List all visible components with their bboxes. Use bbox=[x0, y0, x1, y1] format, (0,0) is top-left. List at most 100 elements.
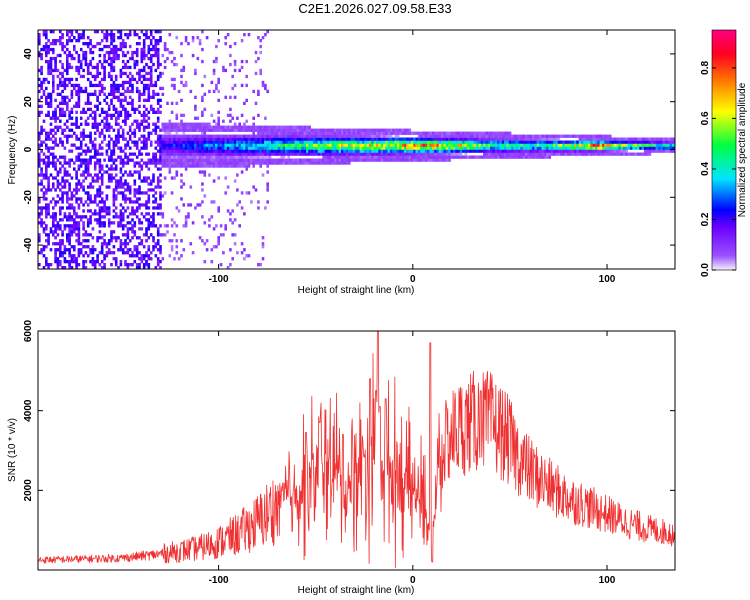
heatmap-cell bbox=[75, 68, 78, 73]
heatmap-cell bbox=[159, 137, 162, 141]
heatmap-cell bbox=[431, 149, 435, 153]
heatmap-cell bbox=[443, 155, 447, 159]
heatmap-cell bbox=[142, 56, 146, 61]
heatmap-cell bbox=[664, 149, 668, 153]
heatmap-cell bbox=[47, 203, 50, 207]
heatmap-cell bbox=[655, 149, 659, 153]
heatmap-cell bbox=[273, 134, 276, 138]
heatmap-cell bbox=[38, 50, 41, 55]
heatmap-cell bbox=[459, 131, 463, 135]
heatmap-cell bbox=[180, 80, 183, 85]
heatmap-cell bbox=[168, 146, 172, 150]
heatmap-cell bbox=[147, 257, 151, 261]
heatmap-cell bbox=[198, 155, 202, 159]
heatmap-cell bbox=[110, 59, 113, 64]
heatmap-cell bbox=[236, 173, 239, 177]
heatmap-cell bbox=[79, 215, 83, 219]
heatmap-cell bbox=[152, 188, 155, 192]
heatmap-cell bbox=[618, 152, 621, 156]
heatmap-cell bbox=[513, 134, 516, 138]
heatmap-cell bbox=[581, 134, 584, 138]
heatmap-cell bbox=[364, 140, 367, 144]
heatmap-cell bbox=[417, 152, 421, 156]
heatmap-cell bbox=[217, 125, 220, 129]
heatmap-cell bbox=[408, 149, 412, 153]
heatmap-cell bbox=[261, 140, 265, 144]
heatmap-cell bbox=[343, 128, 346, 132]
heatmap-cell bbox=[259, 50, 262, 55]
heatmap-cell bbox=[599, 134, 603, 138]
heatmap-cell bbox=[133, 260, 137, 264]
heatmap-cell bbox=[128, 95, 132, 99]
heatmap-cell bbox=[252, 143, 255, 147]
heatmap-cell bbox=[348, 146, 351, 150]
heatmap-cell bbox=[548, 155, 551, 159]
heatmap-cell bbox=[250, 200, 253, 204]
heatmap-cell bbox=[343, 146, 346, 150]
heatmap-cell bbox=[478, 131, 482, 135]
heatmap-cell bbox=[450, 143, 454, 147]
heatmap-cell bbox=[399, 143, 402, 147]
heatmap-cell bbox=[59, 119, 62, 123]
heatmap-cell bbox=[42, 185, 46, 189]
heatmap-cell bbox=[159, 146, 162, 150]
heatmap-cell bbox=[471, 146, 475, 150]
heatmap-cell bbox=[380, 140, 384, 144]
heatmap-cell bbox=[105, 152, 109, 156]
heatmap-cell bbox=[161, 149, 165, 153]
heatmap-cell bbox=[79, 197, 83, 201]
heatmap-cell bbox=[236, 125, 239, 129]
heatmap-cell bbox=[96, 203, 99, 207]
heatmap-cell bbox=[457, 131, 461, 135]
heatmap-cell bbox=[38, 236, 41, 240]
heatmap-cell bbox=[348, 137, 351, 141]
heatmap-cell bbox=[75, 65, 78, 70]
heatmap-cell bbox=[124, 62, 127, 67]
heatmap-cell bbox=[173, 83, 176, 88]
heatmap-cell bbox=[210, 260, 214, 264]
heatmap-cell bbox=[194, 137, 197, 141]
heatmap-cell bbox=[315, 137, 318, 141]
heatmap-cell bbox=[168, 140, 172, 144]
heatmap-cell bbox=[152, 221, 155, 225]
heatmap-cell bbox=[266, 182, 269, 186]
heatmap-cell bbox=[280, 137, 283, 141]
heatmap-cell bbox=[84, 62, 88, 67]
heatmap-cell bbox=[93, 194, 97, 198]
heatmap-cell bbox=[100, 39, 104, 43]
heatmap-cell bbox=[42, 254, 46, 258]
heatmap-cell bbox=[75, 122, 78, 126]
heatmap-cell bbox=[98, 113, 102, 117]
heatmap-cell bbox=[350, 137, 353, 141]
heatmap-cell bbox=[131, 158, 134, 162]
heatmap-cell bbox=[448, 155, 451, 159]
heatmap-cell bbox=[47, 146, 50, 150]
heatmap-cell bbox=[163, 224, 167, 228]
heatmap-cell bbox=[233, 161, 237, 165]
heatmap-cell bbox=[75, 39, 78, 43]
heatmap-cell bbox=[84, 143, 88, 147]
y-tick-label: -20 bbox=[23, 190, 34, 205]
heatmap-cell bbox=[103, 257, 106, 261]
heatmap-cell bbox=[161, 122, 165, 126]
heatmap-cell bbox=[42, 33, 46, 37]
heatmap-cell bbox=[208, 125, 211, 129]
heatmap-cell bbox=[201, 200, 204, 204]
heatmap-cell bbox=[655, 140, 659, 144]
heatmap-cell bbox=[40, 80, 43, 85]
heatmap-cell bbox=[354, 137, 358, 141]
heatmap-cell bbox=[175, 224, 179, 228]
heatmap-cell bbox=[93, 77, 97, 82]
heatmap-cell bbox=[648, 146, 652, 150]
heatmap-cell bbox=[166, 128, 169, 132]
heatmap-cell bbox=[121, 197, 125, 201]
heatmap-cell bbox=[294, 134, 297, 138]
heatmap-cell bbox=[198, 158, 202, 162]
heatmap-cell bbox=[98, 176, 102, 180]
heatmap-cell bbox=[168, 239, 172, 243]
heatmap-cell bbox=[105, 143, 109, 147]
heatmap-cell bbox=[576, 149, 579, 153]
heatmap-cell bbox=[368, 131, 372, 135]
heatmap-cell bbox=[184, 149, 188, 153]
heatmap-cell bbox=[261, 152, 265, 156]
